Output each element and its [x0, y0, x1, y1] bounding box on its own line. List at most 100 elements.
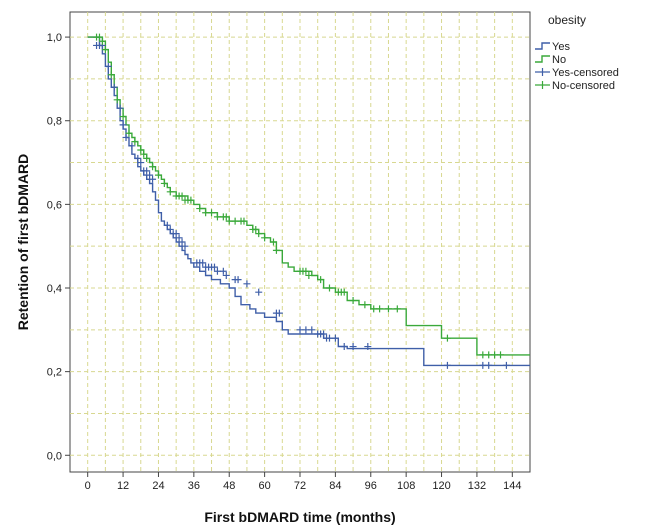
- censored-marker-yes: [149, 175, 157, 183]
- x-tick-label: 12: [117, 480, 129, 492]
- censored-markers: [93, 33, 510, 369]
- censored-marker-yes: [443, 361, 451, 369]
- x-tick-label: 36: [188, 480, 200, 492]
- x-tick-label: 0: [85, 480, 91, 492]
- censored-marker-yes: [234, 276, 242, 284]
- censored-marker-yes: [302, 326, 310, 334]
- censored-marker-no: [140, 150, 148, 158]
- censored-marker-no: [225, 217, 233, 225]
- censored-marker-yes: [340, 343, 348, 351]
- axes: 0 12 24 36 48 60 72 84 96 108 120 132 144 0,0 0,2 0,4 0,…: [47, 32, 522, 492]
- censored-marker-no: [370, 305, 378, 313]
- censored-marker-yes: [222, 271, 230, 279]
- censored-marker-yes: [143, 167, 151, 175]
- censored-marker-no: [361, 301, 369, 309]
- censored-marker-no: [119, 113, 127, 121]
- plot-area: [69, 11, 531, 473]
- censored-marker-yes: [502, 361, 510, 369]
- censored-marker-yes: [485, 361, 493, 369]
- censored-marker-yes: [178, 238, 186, 246]
- censored-marker-yes: [219, 267, 227, 275]
- y-tick-label: 1,0: [47, 32, 62, 44]
- x-tick-label: 24: [152, 480, 164, 492]
- censored-marker-no: [340, 288, 348, 296]
- censored-marker-yes: [243, 280, 251, 288]
- censored-marker-yes: [110, 83, 118, 91]
- x-tick-label: 84: [329, 480, 341, 492]
- censored-marker-yes: [116, 104, 124, 112]
- censored-marker-no: [137, 146, 145, 154]
- censored-marker-no: [305, 271, 313, 279]
- censored-marker-no: [325, 284, 333, 292]
- x-tick-label: 96: [365, 480, 377, 492]
- x-tick-label: 60: [258, 480, 270, 492]
- censored-marker-yes: [163, 221, 171, 229]
- censored-marker-yes: [331, 334, 339, 342]
- legend-item: No-censored: [535, 80, 615, 92]
- censored-marker-no: [485, 351, 493, 359]
- legend-swatch-plus: [535, 68, 550, 76]
- censored-marker-yes: [199, 259, 207, 267]
- censored-marker-yes: [122, 133, 130, 141]
- series-line-yes: [87, 36, 530, 367]
- censored-marker-no: [125, 129, 133, 137]
- censored-marker-yes: [349, 343, 357, 351]
- censored-marker-no: [272, 246, 280, 254]
- censored-marker-yes: [275, 309, 283, 317]
- censored-marker-no: [187, 196, 195, 204]
- censored-marker-yes: [308, 326, 316, 334]
- censored-marker-yes: [172, 230, 180, 238]
- censored-marker-no: [317, 276, 325, 284]
- y-tick-label: 0,2: [47, 367, 62, 379]
- x-axis-title: First bDMARD time (months): [204, 509, 395, 525]
- censored-marker-yes: [104, 62, 112, 70]
- censored-marker-yes: [325, 334, 333, 342]
- censored-marker-yes: [137, 159, 145, 167]
- legend-label: Yes-censored: [552, 67, 619, 79]
- censored-marker-no: [196, 205, 204, 213]
- legend-swatch-step: [535, 42, 550, 50]
- censored-marker-no: [178, 192, 186, 200]
- censored-marker-yes: [320, 330, 328, 338]
- censored-marker-no: [107, 71, 115, 79]
- censored-marker-no: [261, 234, 269, 242]
- censored-marker-no: [240, 217, 248, 225]
- x-tick-label: 132: [468, 480, 486, 492]
- censored-marker-yes: [175, 234, 183, 242]
- legend-item: Yes: [535, 41, 570, 53]
- censored-marker-no: [302, 267, 310, 275]
- y-tick-label: 0,0: [47, 450, 62, 462]
- censored-marker-no: [166, 188, 174, 196]
- y-tick-label: 0,4: [47, 283, 62, 295]
- censored-marker-yes: [119, 121, 127, 129]
- legend-swatch-plus: [535, 81, 550, 89]
- y-tick-label: 0,8: [47, 116, 62, 128]
- censored-marker-no: [222, 213, 230, 221]
- censored-marker-no: [384, 305, 392, 313]
- censored-marker-no: [252, 225, 260, 233]
- censored-marker-yes: [213, 267, 221, 275]
- x-tick-label: 120: [432, 480, 450, 492]
- legend-label: No: [552, 54, 566, 66]
- y-axis-title: Retention of first bDMARD: [15, 154, 31, 331]
- censored-marker-no: [443, 334, 451, 342]
- censored-marker-no: [208, 209, 216, 217]
- x-tick-label: 72: [294, 480, 306, 492]
- censored-marker-yes: [255, 288, 263, 296]
- censored-marker-no: [143, 154, 151, 162]
- censored-marker-yes: [479, 361, 487, 369]
- censored-marker-no: [376, 305, 384, 313]
- legend-title: obesity: [548, 13, 586, 27]
- censored-marker-no: [393, 305, 401, 313]
- censored-marker-yes: [134, 154, 142, 162]
- censored-marker-yes: [128, 142, 136, 150]
- y-tick-label: 0,6: [47, 199, 62, 211]
- censored-marker-yes: [296, 326, 304, 334]
- censored-marker-no: [479, 351, 487, 359]
- censored-marker-no: [113, 96, 121, 104]
- censored-marker-yes: [146, 171, 154, 179]
- censored-marker-no: [213, 213, 221, 221]
- censored-marker-no: [101, 46, 109, 54]
